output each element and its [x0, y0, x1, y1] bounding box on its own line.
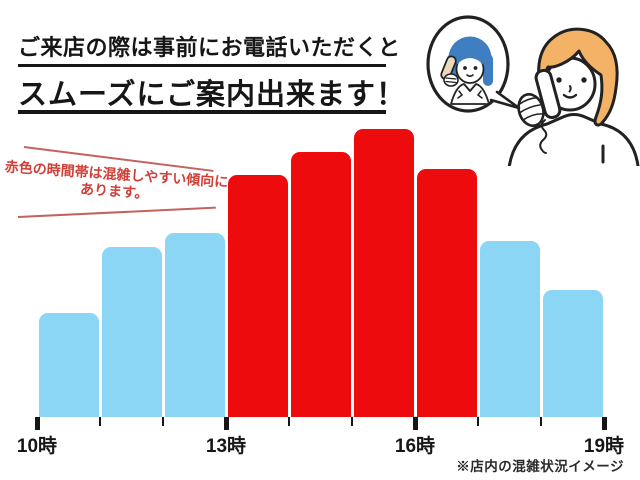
clerk-bangs — [456, 52, 484, 65]
customer-hand — [517, 93, 545, 127]
headline-line2: スムーズにご案内出来ます！ — [18, 79, 406, 111]
bar-hour-13 — [227, 175, 288, 417]
footnote: ※店内の混雑状況イメージ — [456, 459, 624, 474]
bar-hour-11 — [101, 247, 162, 417]
bar-hour-16 — [416, 169, 477, 417]
customer-figure — [507, 27, 640, 166]
axis-label-16時: 16時 — [394, 436, 436, 457]
axis-tick-8 — [539, 417, 543, 426]
customer-phone-icon — [534, 68, 562, 119]
phone-cord — [539, 119, 548, 154]
clerk-figure — [440, 36, 493, 105]
bar-hour-10 — [38, 313, 99, 417]
bar-hour-18 — [542, 290, 603, 417]
axis-tick-1 — [98, 417, 102, 426]
headline-underline-2 — [18, 110, 386, 114]
headline-line1: ご来店の際は事前にお電話いただくと — [18, 35, 401, 60]
bar-hour-15 — [353, 129, 414, 417]
axis-tick-2 — [161, 417, 165, 426]
axis-tick-5 — [350, 417, 354, 426]
busy-note-rule-bottom — [17, 206, 216, 218]
axis-label-10時: 10時 — [16, 436, 58, 457]
bar-hour-12 — [164, 232, 225, 417]
bar-hour-17 — [479, 241, 540, 417]
axis-tick-9 — [601, 417, 607, 430]
axis-tick-7 — [476, 417, 480, 426]
axis-tick-0 — [34, 417, 40, 430]
axis-tick-3 — [223, 417, 229, 430]
customer-smile — [562, 93, 578, 99]
customer-nose — [568, 85, 572, 93]
headline-underline-1 — [18, 64, 386, 67]
axis-tick-6 — [412, 417, 418, 430]
axis-label-13時: 13時 — [205, 436, 247, 457]
clerk-smile — [466, 74, 474, 78]
phone-call-illustration — [426, 15, 640, 166]
customer-hair — [537, 27, 619, 127]
speech-bubble — [426, 15, 521, 113]
busy-note-text: 赤色の時間帯は混雑しやすい傾向に あります。 — [3, 158, 228, 206]
axis-label-19時: 19時 — [583, 436, 625, 457]
bar-hour-14 — [290, 152, 351, 417]
bubble-tail — [489, 90, 521, 110]
clerk-hand — [443, 73, 459, 87]
axis-tick-4 — [287, 417, 291, 426]
busy-note-line2: あります。 — [79, 180, 150, 201]
